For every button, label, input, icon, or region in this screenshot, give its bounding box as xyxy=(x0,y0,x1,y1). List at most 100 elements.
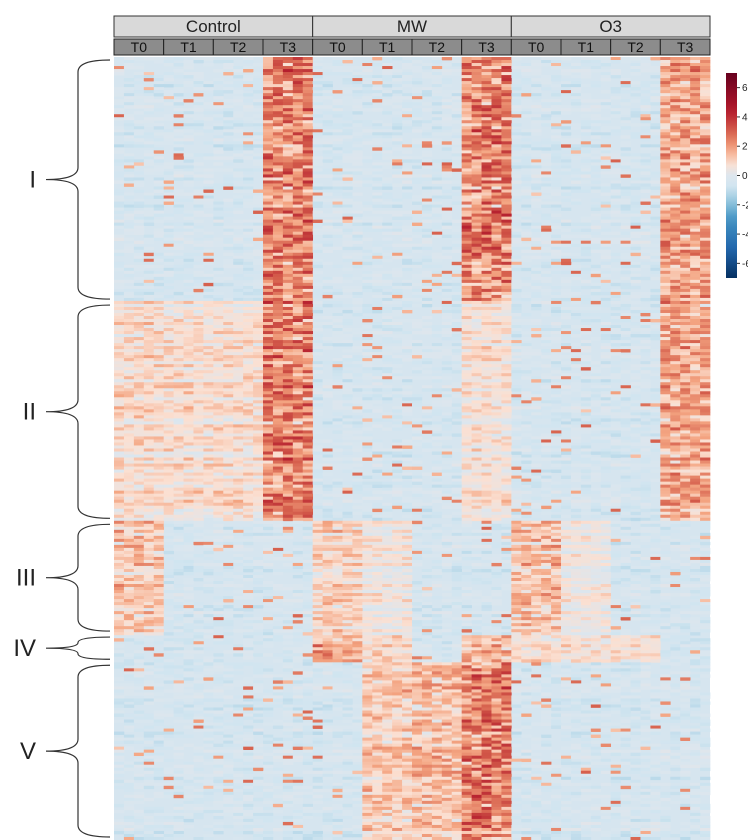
heatmap-cell xyxy=(352,123,363,127)
heatmap-cell xyxy=(471,78,482,82)
heatmap-cell xyxy=(660,237,671,242)
heatmap-cell xyxy=(590,319,602,323)
heatmap-cell xyxy=(431,84,443,88)
heatmap-cell xyxy=(660,153,671,157)
heatmap-cell xyxy=(451,309,463,314)
heatmap-cell xyxy=(392,90,403,94)
heatmap-cell xyxy=(272,331,284,335)
heatmap-cell xyxy=(402,340,413,344)
heatmap-cell xyxy=(412,210,423,214)
heatmap-cell xyxy=(451,297,463,302)
heatmap-cell xyxy=(610,343,621,347)
heatmap-cell xyxy=(690,63,701,67)
heatmap-cell xyxy=(640,334,651,338)
heatmap-cell xyxy=(690,204,701,208)
heatmap-cell xyxy=(431,219,443,223)
heatmap-cell xyxy=(441,162,453,166)
heatmap-cell xyxy=(263,370,274,374)
heatmap-cell xyxy=(282,361,294,365)
heatmap-cell xyxy=(382,349,393,353)
heatmap-cell xyxy=(123,78,135,82)
heatmap-cell xyxy=(570,189,582,193)
heatmap-cell xyxy=(223,246,234,251)
heatmap-cell xyxy=(640,325,651,329)
heatmap-cell xyxy=(421,162,433,166)
heatmap-cell xyxy=(421,291,433,296)
heatmap-cell xyxy=(700,72,711,76)
heatmap-cell xyxy=(461,258,472,263)
heatmap-cell xyxy=(392,162,403,166)
heatmap-cell xyxy=(123,156,135,160)
heatmap-cell xyxy=(680,117,691,121)
heatmap-cell xyxy=(630,87,641,91)
heatmap-cell xyxy=(431,225,443,230)
heatmap-cell xyxy=(123,87,135,91)
heatmap-cell xyxy=(163,93,174,97)
heatmap-cell xyxy=(541,340,552,344)
heatmap-cell xyxy=(173,93,184,97)
heatmap-cell xyxy=(282,331,294,335)
heatmap-cell xyxy=(690,370,701,374)
heatmap-cell xyxy=(362,370,373,374)
heatmap-cell xyxy=(233,379,244,383)
heatmap-cell xyxy=(570,300,582,305)
heatmap-cell xyxy=(461,114,472,118)
heatmap-cell xyxy=(501,267,512,272)
heatmap-cell xyxy=(392,306,403,311)
heatmap-cell xyxy=(133,328,145,332)
heatmap-cell xyxy=(213,117,224,121)
heatmap-cell xyxy=(600,63,612,67)
heatmap-cell xyxy=(570,78,582,82)
heatmap-cell xyxy=(233,84,244,88)
heatmap-cell xyxy=(312,322,323,326)
heatmap-cell xyxy=(243,367,254,371)
heatmap-cell xyxy=(153,78,165,82)
heatmap-cell xyxy=(471,294,482,299)
heatmap-cell xyxy=(173,325,184,329)
heatmap-cell xyxy=(213,138,224,142)
heatmap-cell xyxy=(193,349,204,353)
heatmap-cell xyxy=(491,87,502,91)
heatmap-cell xyxy=(223,264,234,269)
heatmap-cell xyxy=(590,361,602,365)
heatmap-cell xyxy=(282,246,294,251)
heatmap-cell xyxy=(640,111,651,115)
heatmap-cell xyxy=(272,255,284,260)
heatmap-cell xyxy=(263,367,274,371)
heatmap-cell xyxy=(243,177,254,181)
heatmap-cell xyxy=(501,252,512,257)
heatmap-cell xyxy=(302,385,314,389)
heatmap-cell xyxy=(114,204,125,208)
heatmap-cell xyxy=(123,291,135,296)
heatmap-cell xyxy=(551,171,562,175)
heatmap-cell xyxy=(690,346,701,350)
heatmap-cell xyxy=(501,306,512,311)
heatmap-cell xyxy=(282,282,294,287)
heatmap-cell xyxy=(372,288,383,293)
heatmap-cell xyxy=(223,388,234,392)
heatmap-cell xyxy=(630,222,641,226)
heatmap-cell xyxy=(263,81,274,85)
heatmap-cell xyxy=(263,291,274,296)
heatmap-cell xyxy=(272,325,284,329)
heatmap-cell xyxy=(322,147,333,151)
heatmap-cell xyxy=(421,63,433,67)
heatmap-cell xyxy=(312,364,323,368)
heatmap-cell xyxy=(511,123,522,127)
heatmap-cell xyxy=(332,279,343,284)
heatmap-cell xyxy=(551,285,562,290)
heatmap-cell xyxy=(233,349,244,353)
heatmap-cell xyxy=(243,319,254,323)
heatmap-cell xyxy=(471,367,482,371)
heatmap-cell xyxy=(272,279,284,284)
heatmap-cell xyxy=(223,300,234,305)
heatmap-cell xyxy=(660,132,671,136)
heatmap-cell xyxy=(183,376,194,380)
heatmap-cell xyxy=(551,201,562,205)
heatmap-cell xyxy=(302,243,314,248)
heatmap-cell xyxy=(203,171,214,175)
heatmap-cell xyxy=(590,69,602,73)
heatmap-cell xyxy=(133,309,145,314)
heatmap-cell xyxy=(590,84,602,88)
heatmap-cell xyxy=(451,96,463,100)
